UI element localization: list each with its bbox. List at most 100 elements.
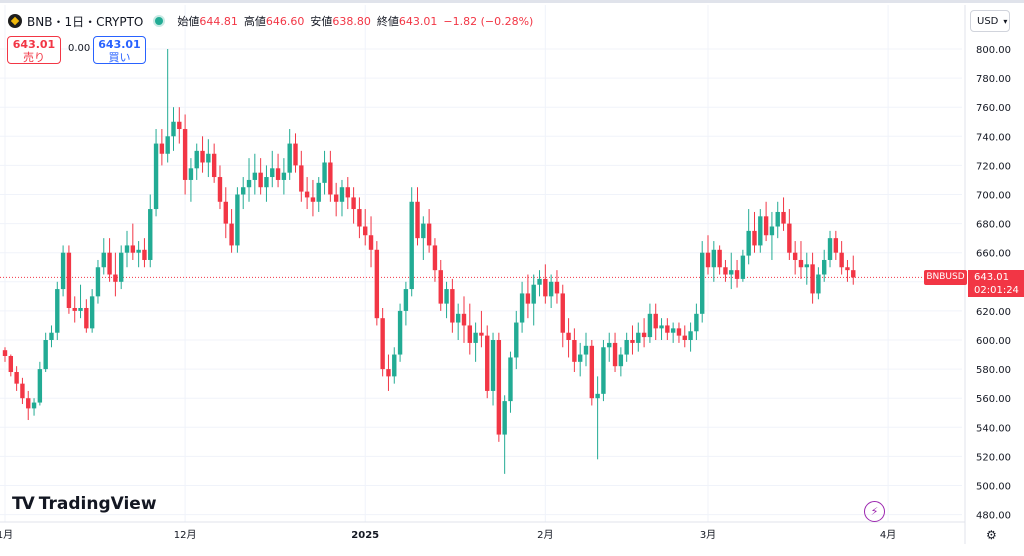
candle[interactable] (142, 238, 147, 268)
candle[interactable] (479, 310, 484, 348)
candle[interactable] (345, 177, 350, 210)
candle[interactable] (514, 310, 519, 370)
candle[interactable] (55, 281, 60, 340)
candle[interactable] (729, 252, 734, 290)
candle[interactable] (461, 296, 467, 343)
time-axis[interactable]: 1月12月20252月3月4月5月6月7月 (0, 521, 1024, 541)
candle[interactable] (101, 238, 106, 275)
candle[interactable] (386, 354, 391, 391)
candle[interactable] (792, 241, 798, 275)
candle[interactable] (827, 230, 833, 268)
candle[interactable] (374, 241, 380, 326)
candle[interactable] (8, 354, 14, 377)
candle[interactable] (822, 249, 827, 282)
candle[interactable] (246, 158, 252, 202)
candle[interactable] (450, 278, 455, 333)
candle[interactable] (798, 241, 804, 279)
candle[interactable] (37, 361, 43, 406)
candle[interactable] (740, 249, 746, 282)
candle[interactable] (84, 299, 89, 333)
candle[interactable] (380, 307, 385, 377)
candle[interactable] (322, 150, 327, 195)
candle[interactable] (113, 252, 118, 297)
candle[interactable] (589, 340, 595, 406)
candle[interactable] (136, 241, 141, 268)
candle[interactable] (43, 332, 48, 373)
candle[interactable] (211, 143, 217, 183)
candle[interactable] (595, 376, 600, 460)
candle[interactable] (421, 216, 426, 260)
candle[interactable] (525, 274, 531, 319)
candle[interactable] (392, 347, 397, 384)
candle[interactable] (455, 303, 461, 340)
candle[interactable] (60, 245, 66, 297)
candle[interactable] (519, 281, 525, 333)
candle[interactable] (641, 318, 647, 348)
candle[interactable] (781, 197, 786, 231)
candle[interactable] (496, 332, 502, 442)
settings-icon[interactable]: ⚙ (986, 528, 997, 542)
candle[interactable] (72, 296, 77, 323)
candle[interactable] (438, 259, 443, 311)
candle[interactable] (275, 153, 281, 188)
candle[interactable] (182, 114, 188, 195)
tradingview-logo[interactable]: TV TradingView (12, 494, 157, 514)
candle[interactable] (66, 245, 72, 314)
candle[interactable] (746, 209, 751, 265)
candle[interactable] (165, 49, 170, 163)
candle[interactable] (467, 303, 472, 355)
candle[interactable] (566, 318, 571, 358)
candle[interactable] (577, 342, 583, 377)
candle[interactable] (403, 281, 409, 326)
candle[interactable] (775, 201, 780, 239)
candle[interactable] (432, 238, 438, 282)
candle[interactable] (473, 322, 478, 362)
candle[interactable] (490, 332, 496, 406)
candle[interactable] (107, 238, 112, 282)
candle[interactable] (153, 129, 159, 217)
candle[interactable] (554, 270, 560, 304)
candle[interactable] (368, 216, 374, 268)
candle[interactable] (612, 332, 618, 373)
legend-header[interactable]: BNB・1日・CRYPTO 始値 644.81 高値 646.60 安値 638… (8, 12, 539, 30)
candle[interactable] (310, 179, 316, 217)
candle[interactable] (810, 252, 815, 304)
candle[interactable] (293, 133, 298, 173)
candle[interactable] (833, 230, 839, 260)
candle[interactable] (333, 182, 339, 217)
candle[interactable] (700, 241, 705, 323)
candle[interactable] (851, 255, 856, 285)
candle[interactable] (316, 177, 321, 212)
candle[interactable] (171, 107, 176, 151)
candle[interactable] (572, 328, 577, 373)
candle[interactable] (397, 303, 403, 362)
candle[interactable] (229, 209, 234, 253)
candle[interactable] (601, 340, 606, 402)
candle[interactable] (148, 194, 153, 268)
candle[interactable] (502, 395, 507, 474)
candle[interactable] (676, 322, 682, 343)
candle[interactable] (194, 143, 199, 180)
candle[interactable] (583, 332, 589, 367)
candle[interactable] (130, 223, 136, 260)
candle[interactable] (717, 245, 722, 275)
candle[interactable] (415, 187, 420, 246)
candle[interactable] (624, 332, 629, 362)
candle[interactable] (804, 252, 809, 285)
candle[interactable] (752, 211, 757, 253)
candle[interactable] (537, 270, 542, 297)
candle[interactable] (426, 209, 432, 253)
candle[interactable] (763, 201, 769, 242)
candle[interactable] (543, 264, 548, 304)
candle[interactable] (647, 303, 653, 343)
candle[interactable] (548, 274, 554, 308)
candle[interactable] (607, 332, 612, 362)
candle[interactable] (816, 267, 821, 300)
candle[interactable] (299, 150, 304, 202)
candle[interactable] (264, 165, 269, 202)
candle[interactable] (636, 322, 641, 352)
candle[interactable] (287, 129, 292, 180)
candle[interactable] (357, 197, 362, 239)
candle[interactable] (119, 245, 124, 290)
